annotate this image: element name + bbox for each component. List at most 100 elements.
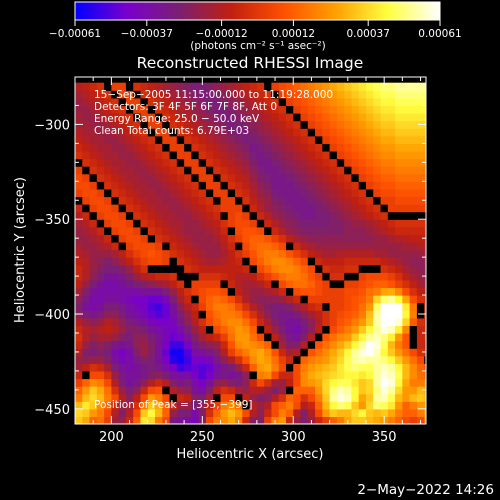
- heatmap-cell: [220, 370, 229, 380]
- heatmap-cell: [365, 158, 374, 167]
- heatmap-cell: [147, 310, 156, 319]
- heatmap-cell: [424, 332, 426, 342]
- heatmap-cell: [409, 219, 418, 228]
- heatmap-cell: [176, 143, 185, 152]
- heatmap-cell: [315, 249, 323, 258]
- heatmap-cell: [409, 234, 418, 243]
- heatmap-cell: [264, 188, 273, 198]
- heatmap-cell: [409, 332, 418, 342]
- heatmap-cell: [329, 332, 338, 342]
- heatmap-cell: [373, 401, 382, 410]
- heatmap-cell: [89, 386, 98, 395]
- heatmap-cell: [162, 113, 171, 122]
- heatmap-cell: [104, 113, 112, 122]
- heatmap-cell: [118, 128, 127, 137]
- heatmap-cell: [322, 355, 331, 364]
- heatmap-cell: [184, 219, 192, 228]
- heatmap-cell: [198, 105, 207, 114]
- heatmap-cell: [322, 401, 331, 410]
- heatmap-cell: [402, 302, 411, 311]
- heatmap-cell: [365, 378, 374, 387]
- heatmap-cell: [169, 332, 178, 342]
- heatmap-cell: [184, 158, 192, 167]
- heatmap-cell: [336, 257, 345, 266]
- heatmap-cell: [315, 386, 323, 395]
- heatmap-cell: [155, 257, 163, 266]
- heatmap-cell: [256, 325, 265, 334]
- heatmap-cell: [329, 317, 338, 326]
- heatmap-cell: [285, 234, 294, 243]
- heatmap-cell: [104, 219, 112, 228]
- heatmap-cell: [271, 166, 280, 175]
- heatmap-cell: [365, 302, 374, 311]
- heatmap-cell: [169, 188, 178, 198]
- heatmap-cell: [111, 181, 120, 190]
- heatmap-cell: [256, 135, 265, 144]
- heatmap-cell: [184, 150, 192, 160]
- heatmap-cell: [89, 158, 98, 167]
- heatmap-cell: [169, 90, 178, 99]
- heatmap-cell: [198, 181, 207, 190]
- heatmap-cell: [169, 363, 178, 372]
- heatmap-cell: [235, 105, 243, 114]
- heatmap-cell: [96, 120, 105, 129]
- heatmap-cell: [307, 317, 316, 326]
- heatmap-cell: [111, 325, 120, 334]
- heatmap-cell: [307, 302, 316, 311]
- heatmap-cell: [329, 120, 338, 129]
- heatmap-cell: [322, 234, 331, 243]
- heatmap-cell: [373, 204, 382, 213]
- heatmap-cell: [220, 279, 229, 289]
- heatmap-cell: [424, 188, 426, 198]
- heatmap-cell: [147, 135, 156, 144]
- colorbar-unit-label: (photons cm⁻² s⁻¹ asec⁻²): [190, 40, 325, 52]
- heatmap-cell: [307, 143, 316, 152]
- heatmap-cell: [75, 241, 83, 251]
- heatmap-cell: [198, 226, 207, 235]
- heatmap-cell: [380, 143, 389, 152]
- heatmap-cell: [365, 325, 374, 334]
- heatmap-cell: [242, 340, 251, 349]
- heatmap-cell: [125, 340, 134, 349]
- heatmap-cell: [205, 370, 214, 380]
- heatmap-cell: [307, 166, 316, 175]
- heatmap-cell: [169, 264, 178, 273]
- heatmap-cell: [249, 257, 258, 266]
- heatmap-cell: [242, 82, 251, 91]
- heatmap-cell: [75, 393, 83, 402]
- heatmap-cell: [198, 188, 207, 198]
- heatmap-cell: [402, 416, 411, 424]
- heatmap-cell: [235, 310, 243, 319]
- heatmap-cell: [191, 143, 200, 152]
- x-axis: 200 250 300 350: [92, 77, 422, 445]
- heatmap-cell: [104, 143, 112, 152]
- colorbar-tick-label: 0.00037: [346, 28, 389, 40]
- heatmap-cell: [329, 401, 338, 410]
- heatmap-cell: [300, 219, 309, 228]
- heatmap-cell: [336, 279, 345, 289]
- heatmap-cell: [285, 295, 294, 304]
- heatmap-cell: [75, 150, 83, 160]
- heatmap-cell: [373, 128, 382, 137]
- heatmap-cell: [82, 317, 91, 326]
- heatmap-cell: [344, 386, 353, 395]
- heatmap-cell: [344, 173, 353, 182]
- heatmap-cell: [402, 272, 411, 281]
- heatmap-cell: [358, 295, 367, 304]
- heatmap-cell: [249, 173, 258, 182]
- heatmap-cell: [300, 378, 309, 387]
- heatmap-cell: [220, 257, 229, 266]
- heatmap-cell: [89, 279, 98, 289]
- heatmap-cell: [169, 272, 178, 281]
- heatmap-cell: [104, 348, 112, 357]
- heatmap-cell: [176, 188, 185, 198]
- heatmap-cell: [271, 150, 280, 160]
- heatmap-cell: [256, 173, 265, 182]
- heatmap-cell: [125, 332, 134, 342]
- heatmap-cell: [133, 188, 142, 198]
- heatmap-cell: [213, 249, 222, 258]
- heatmap-cell: [104, 302, 112, 311]
- heatmap-cell: [147, 82, 156, 91]
- heatmap-cell: [402, 378, 411, 387]
- heatmap-cell: [315, 219, 323, 228]
